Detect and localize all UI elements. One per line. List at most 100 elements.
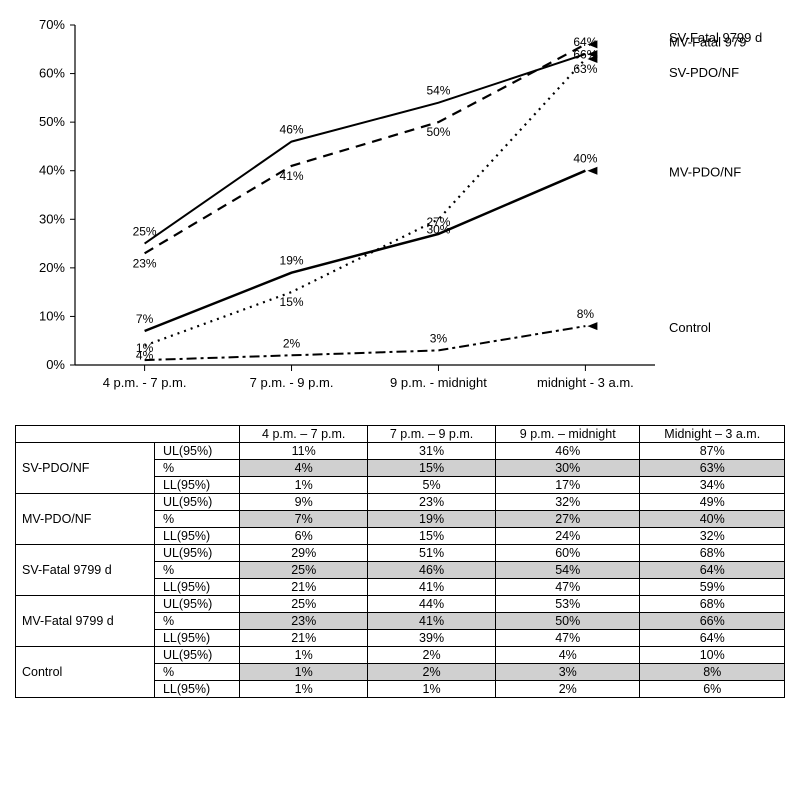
chart-svg: 0%10%20%30%40%50%60%70%4 p.m. - 7 p.m.7 … <box>15 15 785 405</box>
stat-label: % <box>154 562 239 579</box>
value-cell: 1% <box>240 664 368 681</box>
value-cell: 21% <box>240 579 368 596</box>
value-cell: 6% <box>240 528 368 545</box>
value-cell: 1% <box>240 477 368 494</box>
value-cell: 23% <box>240 613 368 630</box>
value-cell: 15% <box>368 528 496 545</box>
value-cell: 4% <box>496 647 640 664</box>
svg-text:40%: 40% <box>573 152 597 166</box>
value-cell: 11% <box>240 443 368 460</box>
value-cell: 32% <box>496 494 640 511</box>
svg-text:MV-Fatal 979: MV-Fatal 979 <box>669 34 746 49</box>
group-label: SV-Fatal 9799 d <box>16 545 155 596</box>
table-row: ControlUL(95%)1%2%4%10% <box>16 647 785 664</box>
value-cell: 1% <box>240 681 368 698</box>
svg-text:70%: 70% <box>39 17 65 32</box>
value-cell: 7% <box>240 511 368 528</box>
value-cell: 49% <box>640 494 785 511</box>
value-cell: 60% <box>496 545 640 562</box>
stat-label: % <box>154 460 239 477</box>
value-cell: 9% <box>240 494 368 511</box>
value-cell: 25% <box>240 562 368 579</box>
value-cell: 10% <box>640 647 785 664</box>
value-cell: 41% <box>368 579 496 596</box>
svg-text:midnight - 3 a.m.: midnight - 3 a.m. <box>537 375 634 390</box>
value-cell: 41% <box>368 613 496 630</box>
svg-text:SV-PDO/NF: SV-PDO/NF <box>669 65 739 80</box>
svg-text:7 p.m. - 9 p.m.: 7 p.m. - 9 p.m. <box>250 375 334 390</box>
svg-text:Control: Control <box>669 320 711 335</box>
value-cell: 3% <box>496 664 640 681</box>
svg-text:50%: 50% <box>426 125 450 139</box>
value-cell: 53% <box>496 596 640 613</box>
group-label: MV-Fatal 9799 d <box>16 596 155 647</box>
column-header: 9 p.m. – midnight <box>496 426 640 443</box>
value-cell: 24% <box>496 528 640 545</box>
svg-text:1%: 1% <box>136 341 154 355</box>
table-corner <box>16 426 240 443</box>
svg-text:9 p.m. - midnight: 9 p.m. - midnight <box>390 375 487 390</box>
value-cell: 21% <box>240 630 368 647</box>
table-row: MV-PDO/NFUL(95%)9%23%32%49% <box>16 494 785 511</box>
value-cell: 4% <box>240 460 368 477</box>
value-cell: 68% <box>640 545 785 562</box>
value-cell: 46% <box>368 562 496 579</box>
svg-text:7%: 7% <box>136 312 154 326</box>
column-header: 7 p.m. – 9 p.m. <box>368 426 496 443</box>
svg-text:3%: 3% <box>430 331 448 345</box>
stat-label: LL(95%) <box>154 528 239 545</box>
value-cell: 1% <box>240 647 368 664</box>
svg-text:MV-PDO/NF: MV-PDO/NF <box>669 165 741 180</box>
value-cell: 23% <box>368 494 496 511</box>
svg-text:19%: 19% <box>280 254 304 268</box>
stat-label: % <box>154 664 239 681</box>
svg-text:50%: 50% <box>39 114 65 129</box>
value-cell: 2% <box>368 664 496 681</box>
svg-text:27%: 27% <box>426 215 450 229</box>
stat-label: UL(95%) <box>154 443 239 460</box>
svg-text:4 p.m. - 7 p.m.: 4 p.m. - 7 p.m. <box>103 375 187 390</box>
stat-label: UL(95%) <box>154 647 239 664</box>
value-cell: 64% <box>640 562 785 579</box>
value-cell: 30% <box>496 460 640 477</box>
table-body: SV-PDO/NFUL(95%)11%31%46%87%%4%15%30%63%… <box>16 443 785 698</box>
value-cell: 59% <box>640 579 785 596</box>
value-cell: 50% <box>496 613 640 630</box>
value-cell: 31% <box>368 443 496 460</box>
value-cell: 34% <box>640 477 785 494</box>
value-cell: 25% <box>240 596 368 613</box>
column-header: 4 p.m. – 7 p.m. <box>240 426 368 443</box>
stat-label: LL(95%) <box>154 477 239 494</box>
group-label: Control <box>16 647 155 698</box>
column-header: Midnight – 3 a.m. <box>640 426 785 443</box>
svg-text:40%: 40% <box>39 163 65 178</box>
value-cell: 51% <box>368 545 496 562</box>
svg-text:10%: 10% <box>39 308 65 323</box>
svg-text:25%: 25% <box>133 225 157 239</box>
value-cell: 68% <box>640 596 785 613</box>
svg-text:2%: 2% <box>283 336 301 350</box>
value-cell: 6% <box>640 681 785 698</box>
stat-label: UL(95%) <box>154 596 239 613</box>
value-cell: 2% <box>496 681 640 698</box>
value-cell: 19% <box>368 511 496 528</box>
value-cell: 32% <box>640 528 785 545</box>
value-cell: 27% <box>496 511 640 528</box>
svg-text:20%: 20% <box>39 260 65 275</box>
table-row: SV-Fatal 9799 dUL(95%)29%51%60%68% <box>16 545 785 562</box>
value-cell: 15% <box>368 460 496 477</box>
group-label: MV-PDO/NF <box>16 494 155 545</box>
value-cell: 2% <box>368 647 496 664</box>
stat-label: % <box>154 613 239 630</box>
value-cell: 54% <box>496 562 640 579</box>
table-row: SV-PDO/NFUL(95%)11%31%46%87% <box>16 443 785 460</box>
value-cell: 29% <box>240 545 368 562</box>
stat-label: UL(95%) <box>154 545 239 562</box>
value-cell: 17% <box>496 477 640 494</box>
value-cell: 44% <box>368 596 496 613</box>
svg-text:54%: 54% <box>426 84 450 98</box>
value-cell: 66% <box>640 613 785 630</box>
stat-label: LL(95%) <box>154 630 239 647</box>
group-label: SV-PDO/NF <box>16 443 155 494</box>
stat-label: UL(95%) <box>154 494 239 511</box>
